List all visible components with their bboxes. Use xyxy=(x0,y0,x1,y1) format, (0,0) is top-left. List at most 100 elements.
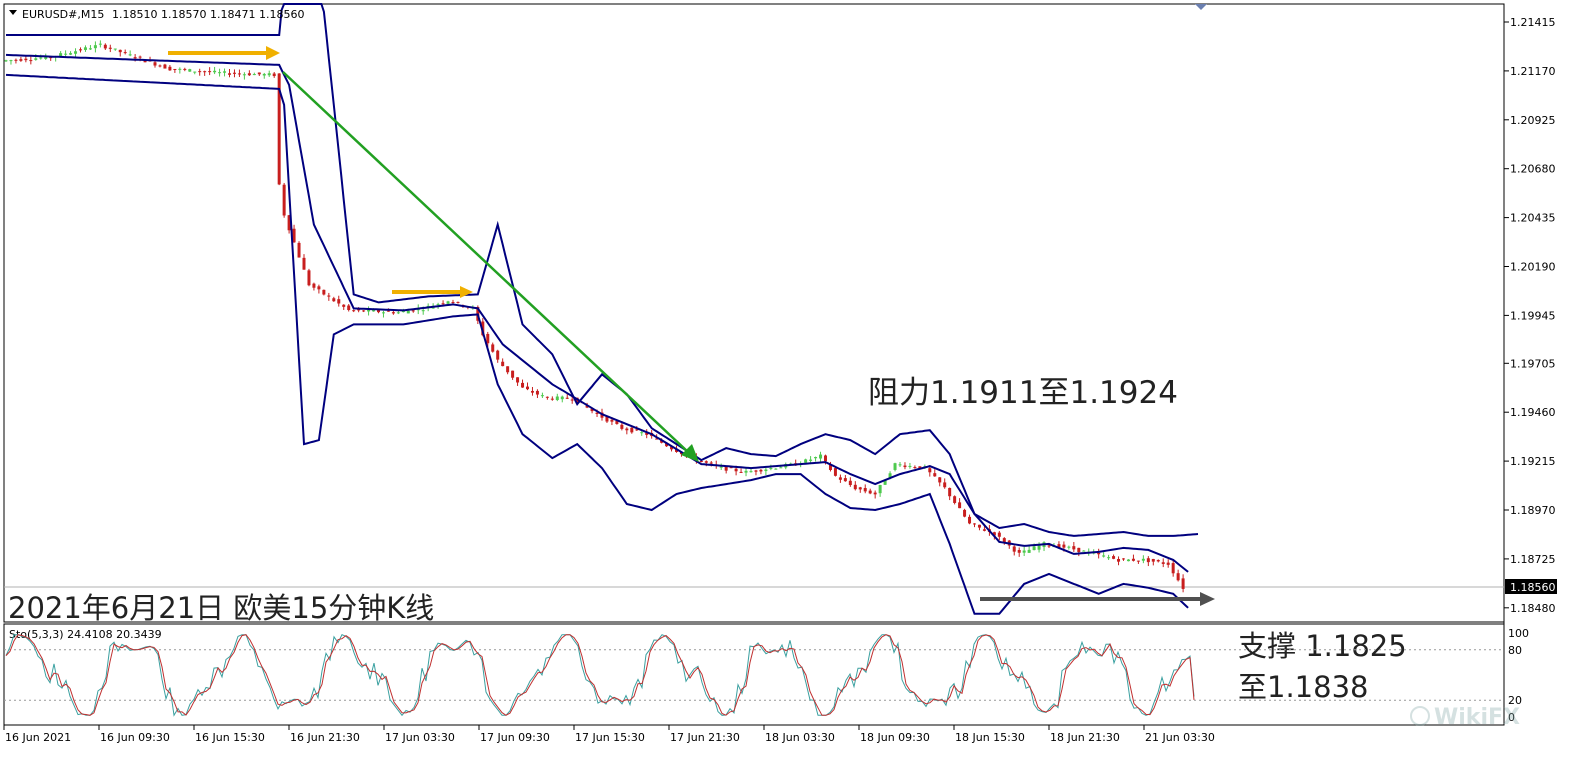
candle-body xyxy=(1097,552,1101,555)
symbol-dropdown-icon[interactable] xyxy=(9,10,17,15)
candle-body xyxy=(208,71,212,73)
candle-body xyxy=(1082,550,1086,552)
price-tick-label: 1.19945 xyxy=(1510,309,1556,322)
candle-body xyxy=(843,478,847,482)
candle-body xyxy=(590,408,594,412)
candle-body xyxy=(630,427,634,433)
current-price-label: 1.18560 xyxy=(1510,581,1556,594)
candle-body xyxy=(347,305,351,311)
candle-body xyxy=(1002,538,1006,543)
gray-arrow-head xyxy=(1200,592,1215,606)
candle-body xyxy=(357,309,361,311)
candle-body xyxy=(401,311,405,313)
chart-shift-marker[interactable] xyxy=(1195,4,1207,10)
time-tick-label: 16 Jun 15:30 xyxy=(195,731,265,744)
candle-body xyxy=(34,58,38,60)
candle-body xyxy=(1126,559,1130,562)
candle-body xyxy=(828,464,832,470)
candle-body xyxy=(262,73,266,76)
candle-body xyxy=(108,47,112,49)
candle-body xyxy=(317,286,321,290)
price-axis: 1.21415 1.21170 1.20925 1.20680 1.20435 1.201… xyxy=(1504,16,1556,615)
candle-body xyxy=(521,382,525,388)
candle-body xyxy=(292,228,296,243)
candle-body xyxy=(327,295,331,297)
price-tick-label: 1.20680 xyxy=(1510,163,1556,176)
candle-body xyxy=(367,309,371,312)
candle-body xyxy=(1027,549,1031,553)
candle-body xyxy=(218,72,222,74)
candle-body xyxy=(779,467,783,469)
candle-body xyxy=(883,480,887,485)
time-tick-label: 18 Jun 03:30 xyxy=(765,731,835,744)
candle-body xyxy=(178,68,182,70)
candle-body xyxy=(605,416,609,422)
stochastic-label: Sto(5,3,3) 24.4108 20.3439 xyxy=(9,628,162,641)
candle-body xyxy=(570,399,574,401)
support-annotation-line2: 至1.1838 xyxy=(1238,670,1368,704)
candle-body xyxy=(396,312,400,314)
candle-body xyxy=(113,48,117,50)
candle-body xyxy=(873,492,877,495)
candle-body xyxy=(1146,558,1150,563)
candle-body xyxy=(968,516,972,524)
candle-body xyxy=(530,390,534,393)
price-tick-label: 1.19705 xyxy=(1510,357,1556,370)
candle-body xyxy=(188,69,192,72)
candle-body xyxy=(1136,560,1140,562)
candle-body xyxy=(29,60,33,62)
stochastic-signal-line xyxy=(5,634,1195,716)
candle-body xyxy=(228,73,231,75)
time-tick-label: 16 Jun 09:30 xyxy=(100,731,170,744)
candle-body xyxy=(257,72,261,75)
candle-body xyxy=(1047,545,1051,547)
candle-body xyxy=(764,469,768,472)
candle-body xyxy=(88,48,92,50)
symbol-label: EURUSD#,M15 xyxy=(22,8,104,21)
candle-body xyxy=(411,310,415,312)
candle-body xyxy=(501,361,505,367)
stochastic-level-label: 80 xyxy=(1508,644,1522,657)
candle-body xyxy=(655,438,659,440)
candle-body xyxy=(49,57,53,59)
orange-arrow-1-head xyxy=(266,46,280,60)
candle-body xyxy=(1112,556,1116,559)
candle-body xyxy=(1102,555,1106,557)
candle-body xyxy=(451,302,455,304)
candle-body xyxy=(133,57,137,59)
candle-body xyxy=(675,448,678,452)
candle-body xyxy=(506,366,510,373)
candle-body xyxy=(973,523,976,525)
candle-body xyxy=(774,468,778,470)
bollinger-lower xyxy=(5,73,1189,615)
candle-body xyxy=(1166,562,1170,565)
candle-body xyxy=(754,470,758,472)
price-tick-label: 1.18970 xyxy=(1510,504,1556,517)
candle-body xyxy=(958,502,962,509)
candle-body xyxy=(769,468,773,470)
candle-body xyxy=(391,312,395,314)
candle-body xyxy=(704,461,708,463)
candle-body xyxy=(933,473,937,477)
candle-body xyxy=(79,49,82,51)
candle-body xyxy=(913,467,917,469)
candle-body xyxy=(565,397,569,399)
candle-body xyxy=(729,467,733,469)
candle-body xyxy=(724,466,728,471)
candle-body xyxy=(992,532,996,536)
candle-body xyxy=(545,396,549,398)
price-tick-label: 1.20190 xyxy=(1510,261,1556,274)
candle-body xyxy=(64,53,68,55)
candle-body xyxy=(158,65,162,67)
candle-body xyxy=(1117,558,1121,562)
price-tick-label: 1.19215 xyxy=(1510,455,1556,468)
candle-body xyxy=(1012,546,1016,552)
time-tick-label: 17 Jun 09:30 xyxy=(480,731,550,744)
candle-body xyxy=(1122,558,1125,560)
candle-body xyxy=(491,344,495,352)
candle-body xyxy=(9,60,13,62)
price-tick-label: 1.20925 xyxy=(1510,114,1556,127)
candle-body xyxy=(848,480,852,486)
time-tick-label: 16 Jun 21:30 xyxy=(290,731,360,744)
